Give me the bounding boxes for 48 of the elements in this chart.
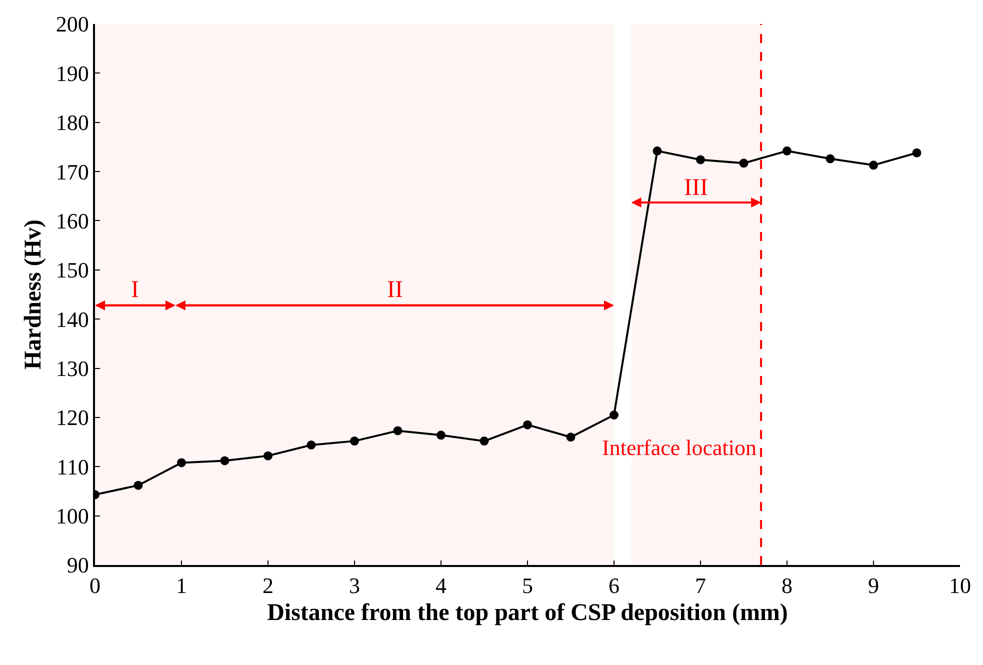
y-tick-label: 140	[56, 306, 89, 332]
y-tick-label: 190	[56, 60, 89, 86]
point	[912, 148, 922, 158]
y-axis-title: Hardness (Hv)	[20, 220, 46, 370]
band-label: III	[684, 175, 708, 201]
y-tick-label: 100	[56, 504, 89, 529]
y-tick-label: 170	[56, 159, 89, 184]
x-axis-title: Distance from the top part of CSP deposition (mm)	[267, 600, 788, 626]
y-tick-label: 160	[56, 208, 89, 234]
x-tick-label: 1	[176, 573, 187, 598]
point	[739, 158, 748, 168]
point	[393, 426, 402, 436]
point	[264, 451, 272, 460]
y-tick-label: 120	[56, 405, 89, 430]
x-tick-label: 6	[608, 573, 620, 598]
point	[436, 430, 446, 440]
point	[566, 432, 576, 442]
x-tick-label: 7	[695, 573, 706, 598]
x-tick-label: 9	[868, 573, 879, 598]
y-tick-label: 150	[56, 258, 89, 283]
point	[350, 436, 359, 446]
x-tick-label: 2	[262, 573, 274, 598]
band-label: II	[387, 277, 403, 303]
point	[826, 154, 835, 164]
y-tick-label: 180	[56, 110, 89, 136]
point	[610, 410, 618, 420]
point	[134, 480, 143, 490]
point	[177, 458, 186, 468]
y-tick-label: 200	[56, 12, 89, 37]
x-tick-label: 8	[782, 573, 792, 598]
x-tick-label: 4	[436, 573, 446, 598]
point	[480, 436, 489, 446]
x-tick-label: 5	[522, 573, 533, 598]
x-tick-label: 10	[949, 573, 971, 598]
y-tick-label: 130	[56, 356, 89, 381]
point	[306, 440, 316, 450]
point	[523, 420, 532, 430]
x-tick-label: 3	[349, 573, 360, 598]
x-tick-label: 0	[90, 573, 100, 598]
point	[782, 146, 792, 156]
point	[869, 160, 878, 170]
ref-line-label: Interface location	[602, 435, 757, 460]
band-label: I	[131, 277, 139, 303]
point	[220, 456, 230, 466]
point	[652, 146, 662, 156]
y-tick-label: 110	[56, 454, 89, 480]
point	[696, 155, 705, 164]
y-tick-label: 90	[66, 552, 89, 578]
